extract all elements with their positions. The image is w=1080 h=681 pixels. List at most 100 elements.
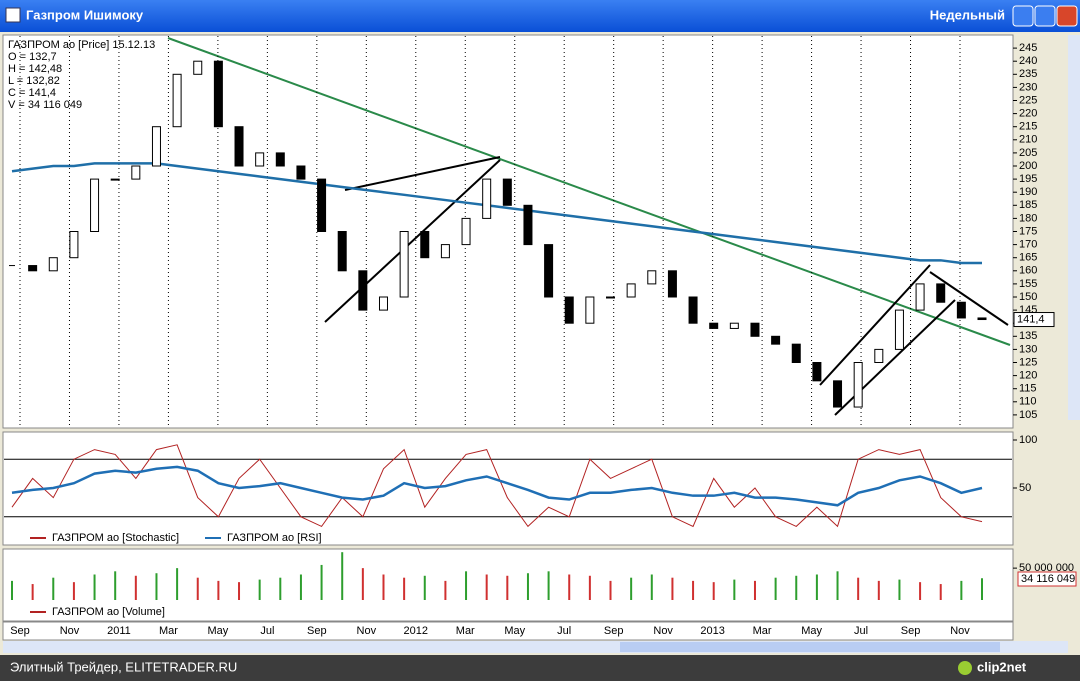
candle (69, 231, 79, 259)
legend-label: ГАЗПРОМ ао [Volume] (52, 606, 165, 618)
last-volume-box (1017, 571, 1077, 587)
candle (709, 322, 719, 329)
volume-bar (155, 573, 158, 600)
y-tick-label: 170 (1019, 239, 1037, 251)
volume-bar (939, 584, 942, 600)
candle (812, 362, 822, 382)
volume-bar (258, 579, 261, 600)
candle (626, 283, 636, 298)
y-tick-label: 225 (1019, 94, 1037, 106)
candle (172, 73, 182, 128)
candle (729, 322, 739, 329)
volume-bar (650, 574, 653, 600)
volume-bar (671, 577, 674, 600)
volume-bar (609, 580, 612, 600)
last-price-box (1013, 312, 1055, 328)
h-scroll-thumb[interactable] (620, 642, 1000, 652)
x-tick-label: 2012 (404, 625, 428, 637)
candle (378, 296, 388, 311)
logo-text: clip2net (977, 659, 1027, 674)
x-tick-label: Nov (357, 625, 377, 637)
y-tick-label: 50 (1019, 482, 1031, 494)
x-tick-label: Sep (604, 625, 624, 637)
volume-bar (279, 577, 282, 600)
volume-bar (630, 577, 633, 600)
candle (151, 126, 161, 167)
price-info: L = 132,82 (8, 75, 60, 87)
y-tick-label: 240 (1019, 55, 1037, 67)
candle (874, 348, 884, 363)
y-tick-label: 150 (1019, 291, 1037, 303)
volume-bar (423, 575, 426, 600)
volume-bar (361, 568, 364, 600)
y-tick-label: 175 (1019, 225, 1037, 237)
price-panel (2, 34, 1014, 429)
volume-bar (465, 571, 468, 600)
candle (853, 362, 863, 408)
volume-bar (712, 582, 715, 600)
last-price-label: 141,4 (1017, 313, 1045, 325)
minimize-button[interactable] (1012, 5, 1034, 27)
y-tick-label: 215 (1019, 121, 1037, 133)
candle (296, 165, 306, 180)
volume-bar (403, 577, 406, 600)
candle (28, 265, 38, 272)
candle (337, 231, 347, 272)
logo-icon (958, 661, 972, 675)
volume-bar (692, 580, 695, 600)
candle (90, 178, 100, 233)
candle (193, 60, 203, 75)
legend-label: ГАЗПРОМ ао [Stochastic] (52, 532, 179, 544)
volume-bar (444, 580, 447, 600)
candle (544, 244, 554, 298)
price-info: H = 142,48 (8, 63, 62, 75)
volume-bar (485, 574, 488, 600)
volume-bar (72, 582, 75, 600)
candle (317, 178, 327, 233)
y-tick-label: 105 (1019, 409, 1037, 421)
last-volume-label: 34 116 049 (1021, 573, 1075, 585)
volume-bar (134, 575, 137, 600)
y-tick-label: 165 (1019, 252, 1037, 264)
y-tick-label: 110 (1019, 396, 1037, 408)
volume-bar (320, 564, 323, 600)
price-info: O = 132,7 (8, 51, 57, 63)
title-bar (0, 0, 1080, 32)
x-tick-label: Mar (753, 625, 772, 637)
v-scrollbar[interactable] (1068, 35, 1080, 420)
volume-bar (733, 579, 736, 600)
volume-bar (11, 580, 13, 600)
y-tick-label: 155 (1019, 278, 1037, 290)
volume-bar (341, 552, 344, 600)
volume-bar (31, 584, 34, 600)
candle (213, 60, 223, 128)
candle (915, 283, 925, 311)
price-info: V = 34 116 049 (8, 99, 82, 111)
candle (936, 283, 946, 303)
candle (523, 204, 533, 246)
close-button[interactable] (1056, 5, 1078, 27)
volume-bar (960, 580, 963, 600)
y-tick-label: 200 (1019, 160, 1037, 172)
x-tick-label: Sep (10, 625, 30, 637)
candle (791, 343, 801, 364)
footer (0, 655, 1080, 681)
volume-bar (588, 575, 591, 600)
y-tick-label: 220 (1019, 108, 1037, 120)
volume-bar (93, 574, 96, 600)
volume-bar (981, 578, 983, 600)
y-tick-label: 235 (1019, 68, 1037, 80)
candle (399, 231, 409, 298)
volume-bar (877, 580, 880, 600)
x-tick-label: Mar (456, 625, 475, 637)
volume-bar (196, 577, 199, 600)
channel-line (324, 159, 501, 323)
candle (606, 296, 616, 299)
y-tick-label: 205 (1019, 147, 1037, 159)
channel-line (819, 264, 931, 386)
candle (234, 126, 244, 167)
candle (833, 380, 843, 408)
maximize-button[interactable] (1034, 5, 1056, 27)
y-tick-label: 245 (1019, 42, 1037, 54)
